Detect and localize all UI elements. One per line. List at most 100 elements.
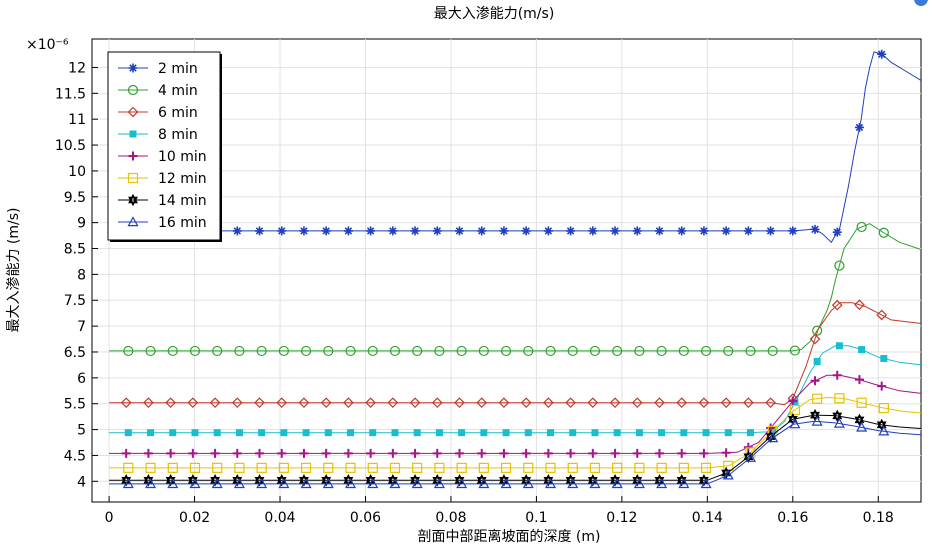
data-point — [834, 260, 845, 271]
data-point — [391, 429, 399, 437]
data-point — [143, 397, 154, 409]
data-point — [258, 429, 266, 437]
data-point — [343, 397, 354, 409]
data-point — [412, 345, 423, 357]
data-point — [723, 345, 734, 357]
x-axis-label: 剖面中部距离坡面的深度 (m) — [417, 528, 600, 545]
data-point — [567, 345, 578, 357]
x-tick-label: 0.08 — [435, 510, 466, 526]
data-point — [231, 397, 243, 409]
data-point — [544, 478, 557, 489]
data-point — [609, 397, 621, 409]
data-point — [721, 448, 731, 458]
data-point — [435, 429, 443, 437]
data-point — [454, 397, 465, 409]
data-point — [300, 478, 312, 489]
data-point — [320, 397, 332, 409]
legend-label: 14 min — [158, 193, 207, 209]
data-point — [276, 397, 288, 409]
data-point — [123, 462, 134, 473]
data-point — [343, 448, 353, 458]
data-point — [389, 478, 401, 489]
data-point — [589, 462, 601, 473]
data-point — [545, 462, 556, 473]
data-point — [633, 478, 645, 489]
data-point — [434, 462, 445, 473]
data-point — [454, 448, 464, 458]
data-point — [876, 418, 887, 432]
data-point — [680, 429, 688, 437]
data-point — [699, 226, 709, 236]
data-point — [369, 429, 377, 437]
data-point — [410, 226, 420, 236]
data-point — [788, 396, 798, 406]
legend-marker — [127, 216, 139, 227]
data-point — [235, 429, 243, 437]
data-point — [699, 448, 709, 458]
data-point — [232, 448, 242, 458]
data-point — [700, 462, 712, 473]
data-point — [212, 462, 223, 473]
legend-marker — [127, 172, 139, 184]
data-point — [409, 397, 421, 409]
data-point — [724, 429, 732, 437]
data-point — [522, 478, 534, 489]
y-tick-label: 9 — [77, 216, 86, 232]
data-point — [632, 226, 642, 236]
data-point — [345, 478, 357, 489]
data-point — [321, 448, 331, 458]
data-point — [278, 345, 289, 357]
data-point — [498, 397, 510, 409]
data-point — [677, 448, 687, 458]
x-tick-label: 0 — [105, 510, 114, 526]
data-point — [610, 448, 620, 458]
data-point — [502, 429, 510, 437]
data-point — [213, 429, 221, 437]
data-point — [809, 333, 821, 345]
data-point — [523, 345, 534, 357]
corner-indicator-icon — [914, 0, 928, 6]
data-point — [654, 226, 664, 236]
data-point — [654, 397, 665, 409]
data-point — [189, 345, 201, 357]
data-point — [388, 448, 398, 458]
data-point — [876, 309, 888, 321]
data-point — [345, 345, 356, 357]
data-point — [720, 397, 732, 409]
data-point — [565, 397, 576, 409]
data-point — [854, 122, 864, 132]
data-point — [256, 345, 267, 357]
data-point — [543, 448, 553, 458]
data-point — [567, 478, 579, 489]
data-point — [478, 478, 490, 489]
data-point — [255, 226, 265, 236]
legend-marker — [127, 106, 139, 118]
data-point — [654, 448, 664, 458]
data-point — [700, 478, 712, 489]
data-point — [256, 478, 268, 489]
data-point — [631, 397, 643, 409]
data-point — [347, 429, 355, 437]
data-point — [431, 397, 443, 409]
data-point — [145, 345, 156, 357]
data-point — [167, 345, 178, 357]
data-point — [702, 429, 710, 437]
data-point — [234, 345, 245, 357]
series-7 — [109, 415, 921, 489]
data-point — [854, 375, 864, 385]
data-point — [123, 345, 134, 357]
y-tick-label: 8.5 — [64, 242, 86, 258]
data-point — [298, 397, 310, 409]
data-point — [877, 381, 887, 391]
data-point — [432, 226, 442, 236]
data-point — [812, 393, 823, 404]
data-point — [321, 226, 331, 236]
data-point — [212, 345, 223, 357]
data-point — [521, 226, 531, 236]
data-point — [634, 462, 645, 473]
data-point — [743, 397, 754, 409]
data-point — [365, 397, 376, 409]
data-point — [788, 226, 798, 236]
data-point — [165, 397, 176, 409]
data-point — [677, 226, 687, 236]
